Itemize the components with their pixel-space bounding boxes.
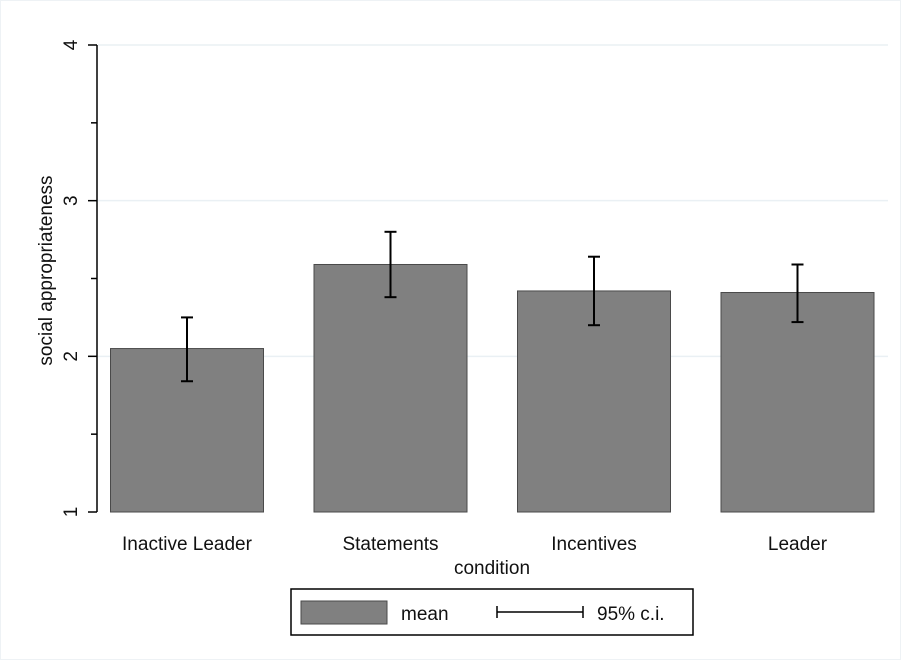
legend-label-ci: 95% c.i. [597,604,665,625]
bar [517,290,671,513]
y-tick-label: 4 [61,39,82,50]
bar [313,263,468,513]
x-tick-label: Incentives [551,534,637,555]
legend-layer: mean 95% c.i. [290,588,694,636]
y-tick-label: 1 [61,507,82,518]
axis-layer: 1 2 3 4 social appropriateness Inactive Leade… [36,39,828,579]
legend-swatch-mean [300,600,388,625]
bar [720,292,875,513]
y-tick-label: 3 [61,195,82,206]
legend-label-mean: mean [401,604,449,625]
bar-layer [110,230,875,513]
y-tick-label: 2 [61,351,82,362]
x-tick-label: Inactive Leader [122,534,253,555]
x-tick-label: Statements [342,534,438,555]
x-tick-label: Leader [768,534,828,555]
x-axis-title: condition [454,558,530,579]
y-axis-title: social appropriateness [36,175,57,365]
